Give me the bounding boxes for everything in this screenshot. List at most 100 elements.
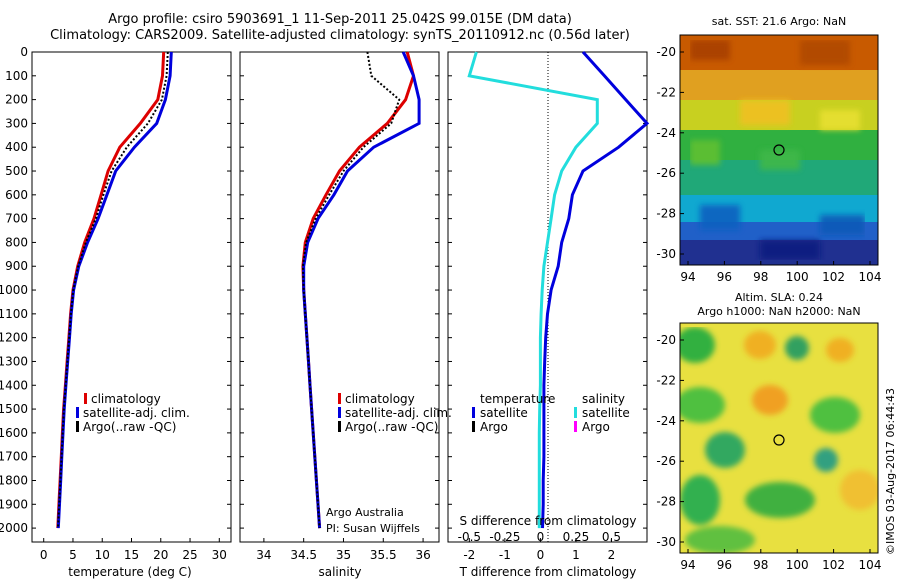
legend-temp-argo: Argo	[480, 420, 508, 434]
depth-tick-label: 2000	[0, 521, 28, 535]
difference-panel-frame	[447, 51, 648, 543]
map-x-tick-label: 100	[786, 558, 809, 572]
depth-tick-label: 500	[5, 164, 28, 178]
figure-title-line1: Argo profile: csiro 5903691_1 11-Sep-201…	[108, 12, 572, 27]
depth-axis: 0 100 200 300 400 500 600 700 800 900 1000 1100 1200…	[0, 45, 28, 535]
legend-swatch-satellite	[338, 407, 341, 418]
difference-legend: temperature satellite Argo salinity sate…	[472, 392, 630, 434]
s-diff-tick-label: -0.5	[458, 530, 481, 544]
x-tick-label: 34.5	[290, 548, 317, 562]
map-y-tick-label: -22	[656, 85, 676, 99]
map-y-tick-label: -22	[656, 373, 676, 387]
depth-tick-label: 0	[20, 45, 28, 59]
depth-tick-label: 1100	[0, 307, 28, 321]
argo-location-marker	[773, 144, 785, 156]
series-line-satellite-adj-clim-	[56, 51, 173, 529]
sla-map-title-line1: Altim. SLA: 0.24	[735, 291, 823, 304]
depth-tick-label: 100	[5, 69, 28, 83]
x-tick-label: 25	[182, 548, 197, 562]
series-line-climatology	[301, 51, 416, 529]
x-tick-label: 30	[212, 548, 227, 562]
legend-temperature-title: temperature	[480, 392, 555, 406]
x-tick-label: -2	[463, 548, 475, 562]
sst-map-axes: 94 96 98 100 102 104 -20 -22 -24 -26 -28 -30	[656, 45, 881, 284]
x-tick-label: 36	[415, 548, 430, 562]
legend-satellite: satellite-adj. clim.	[83, 406, 190, 420]
legend-climatology: climatology	[91, 392, 161, 406]
x-tick-label: 2	[608, 548, 616, 562]
sla-map-image	[680, 323, 878, 553]
map-y-tick-label: -26	[656, 454, 676, 468]
s-diff-tick-label: -0.25	[489, 530, 520, 544]
depth-tick-label: 1500	[0, 402, 28, 416]
map-x-tick-label: 96	[717, 270, 732, 284]
depth-tick-label: 1700	[0, 450, 28, 464]
map-x-tick-label: 100	[786, 270, 809, 284]
map-y-tick-label: -24	[656, 126, 676, 140]
depth-tick-label: 1800	[0, 473, 28, 487]
t-difference-axis-label: T difference from climatology	[459, 565, 637, 579]
legend-climatology: climatology	[345, 392, 415, 406]
salinity-axis-label: salinity	[318, 565, 361, 579]
map-x-tick-label: 98	[753, 558, 768, 572]
s-diff-tick-label: 0.25	[563, 530, 590, 544]
temperature-axis-label: temperature (deg C)	[68, 565, 191, 579]
legend-swatch-temp-satellite	[472, 407, 475, 418]
temperature-legend: climatology satellite-adj. clim. Argo(..…	[76, 392, 190, 434]
legend-swatch-argo	[338, 421, 341, 432]
map-y-tick-label: -24	[656, 414, 676, 428]
s-diff-tick-label: 0	[537, 530, 545, 544]
x-tick-label: 15	[124, 548, 139, 562]
depth-tick-label: 1400	[0, 378, 28, 392]
depth-tick-label: 1600	[0, 426, 28, 440]
legend-swatch-temp-argo	[472, 421, 475, 432]
map-y-tick-label: -30	[656, 247, 676, 261]
map-x-tick-label: 104	[859, 270, 882, 284]
s-diff-tick-label: 0.5	[602, 530, 621, 544]
temperature-x-axis: 0 5 10 15 20 25 30	[40, 538, 227, 562]
legend-sal-argo: Argo	[582, 420, 610, 434]
series-line-satellite-adj-clim-	[302, 51, 421, 529]
legend-swatch-satellite	[76, 407, 79, 418]
depth-tick-label: 1000	[0, 283, 28, 297]
x-tick-label: 0	[537, 548, 545, 562]
depth-tick-label: 700	[5, 212, 28, 226]
map-x-tick-label: 104	[859, 558, 882, 572]
salinity-x-axis: 34 34.5 35 35.5 36	[256, 538, 431, 562]
legend-argo: Argo(..raw -QC)	[345, 420, 438, 434]
sla-map-title-line2: Argo h1000: NaN h2000: NaN	[697, 305, 860, 318]
argo-note: Argo Australia	[326, 506, 404, 519]
figure-title-line2: Climatology: CARS2009. Satellite-adjuste…	[50, 28, 630, 43]
legend-swatch-sal-argo	[574, 421, 577, 432]
map-x-tick-label: 96	[717, 558, 732, 572]
x-tick-label: 34	[256, 548, 271, 562]
x-tick-label: 35	[336, 548, 351, 562]
x-tick-label: 35.5	[370, 548, 397, 562]
salinity-legend: climatology satellite-adj. clim. Argo(..…	[338, 392, 452, 434]
x-tick-label: 1	[572, 548, 580, 562]
legend-temp-satellite: satellite	[480, 406, 528, 420]
map-y-tick-label: -28	[656, 207, 676, 221]
sla-map-axes: 94 96 98 100 102 104 -20 -22 -24 -26 -28 -30	[656, 333, 881, 572]
depth-tick-label: 200	[5, 93, 28, 107]
difference-x-axis: -2 -1 0 1 2 -0.5 -0.25 0 0.25 0.5	[458, 530, 621, 562]
legend-argo: Argo(..raw -QC)	[83, 420, 176, 434]
x-tick-label: -1	[499, 548, 511, 562]
map-x-tick-label: 94	[680, 558, 695, 572]
depth-tick-label: 900	[5, 259, 28, 273]
legend-swatch-climatology	[338, 393, 341, 404]
legend-swatch-climatology	[84, 393, 87, 404]
series-line-argo-raw-qc-	[57, 51, 169, 529]
map-x-tick-label: 102	[822, 558, 845, 572]
diff-series-line-salinity	[467, 51, 599, 529]
depth-tick-label: 1900	[0, 497, 28, 511]
x-tick-label: 5	[69, 548, 77, 562]
legend-swatch-argo	[76, 421, 79, 432]
legend-salinity-title: salinity	[582, 392, 625, 406]
x-tick-label: 10	[95, 548, 110, 562]
legend-swatch-sal-satellite	[574, 407, 577, 418]
depth-tick-label: 600	[5, 188, 28, 202]
sst-map-title: sat. SST: 21.6 Argo: NaN	[712, 15, 846, 28]
depth-tick-label: 400	[5, 140, 28, 154]
